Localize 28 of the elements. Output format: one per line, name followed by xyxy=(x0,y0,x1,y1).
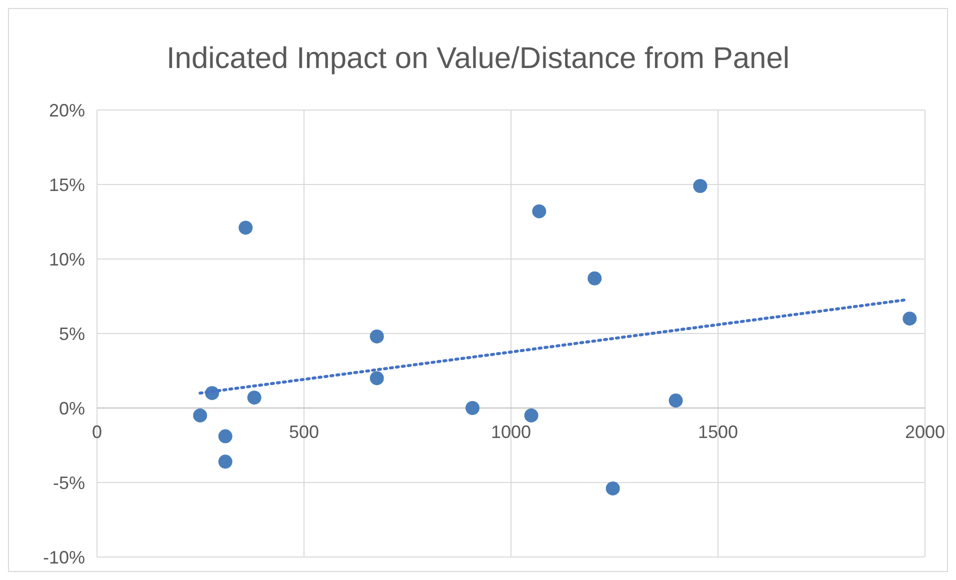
y-tick-label: 5% xyxy=(58,324,85,344)
point xyxy=(902,312,917,326)
y-tick-label: 20% xyxy=(48,100,85,120)
point xyxy=(466,401,480,415)
y-tick-label: 10% xyxy=(48,249,85,270)
y-tick-label: 15% xyxy=(48,174,85,195)
point xyxy=(532,204,546,218)
x-tick-label: 0 xyxy=(92,422,102,442)
point xyxy=(588,271,602,286)
point xyxy=(193,408,208,422)
point xyxy=(524,408,538,422)
point xyxy=(370,371,384,386)
y-tick-label: -5% xyxy=(52,472,85,493)
point xyxy=(247,390,262,405)
x-tick-label: 500 xyxy=(288,422,320,442)
x-tick-label: 1000 xyxy=(490,422,532,442)
point xyxy=(218,454,232,469)
chart-title: Indicated Impact on Value/Distance from Panel xyxy=(166,42,790,75)
point xyxy=(668,394,683,408)
x-tick-label: 1500 xyxy=(698,422,738,442)
point xyxy=(218,429,232,444)
x-tick-label: 2000 xyxy=(904,422,946,442)
point xyxy=(606,481,620,496)
y-tick-label: 0% xyxy=(58,398,85,418)
point xyxy=(370,329,384,344)
point xyxy=(693,178,708,193)
point xyxy=(238,220,253,235)
y-tick-label: -10% xyxy=(42,547,85,568)
